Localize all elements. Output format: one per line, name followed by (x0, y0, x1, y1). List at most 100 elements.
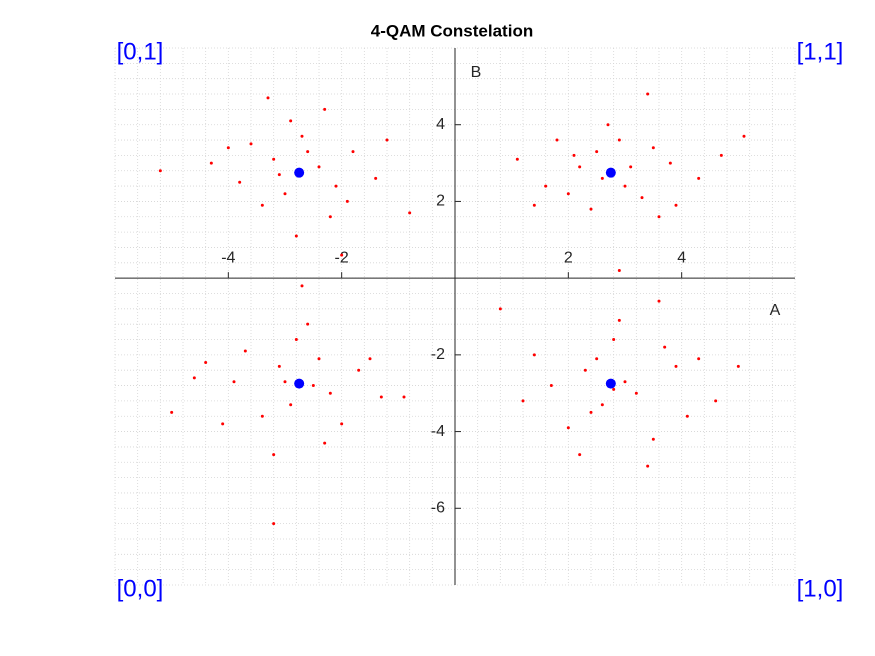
point (544, 184, 548, 188)
annotation: [1,0] (797, 575, 844, 602)
point (368, 357, 372, 361)
point (334, 184, 338, 188)
y-tick-label: -6 (431, 500, 445, 517)
point (204, 361, 208, 365)
point (374, 176, 378, 180)
point (646, 464, 650, 468)
point (515, 157, 519, 161)
point (328, 215, 332, 219)
point (623, 184, 627, 188)
point (260, 414, 264, 418)
point (651, 146, 655, 150)
point (232, 380, 236, 384)
point (719, 153, 723, 157)
point (402, 395, 406, 399)
point (521, 399, 525, 403)
point (158, 169, 162, 173)
point (272, 522, 276, 526)
point (260, 203, 264, 207)
point (555, 138, 559, 142)
point (306, 150, 310, 154)
point (634, 391, 638, 395)
point (623, 380, 627, 384)
point (311, 384, 315, 388)
point (646, 92, 650, 96)
marks (158, 92, 746, 526)
y-tick-label: 2 (436, 193, 445, 210)
point (351, 150, 355, 154)
point (300, 134, 304, 138)
y-tick-label: -2 (431, 346, 445, 363)
point (605, 167, 616, 178)
point (317, 165, 321, 169)
point (357, 368, 361, 372)
point (595, 357, 599, 361)
point (617, 268, 621, 272)
y-tick-label: 4 (436, 116, 445, 133)
point (617, 138, 621, 142)
point (589, 410, 593, 414)
point (532, 203, 536, 207)
point (289, 403, 293, 407)
point (578, 453, 582, 457)
point (272, 453, 276, 457)
y-axis-label: B (471, 64, 482, 81)
point (657, 299, 661, 303)
point (266, 96, 270, 100)
point (243, 349, 247, 353)
point (742, 134, 746, 138)
point (340, 253, 344, 257)
point (277, 173, 281, 177)
point (340, 422, 344, 426)
x-tick-label: -2 (335, 249, 349, 266)
axes: -4 -2 2 4 -6 -4 -2 2 4 (115, 48, 795, 585)
point (668, 161, 672, 165)
point (640, 196, 644, 200)
point (605, 378, 616, 389)
point (600, 403, 604, 407)
chart-title: 4-QAM Constelation (371, 21, 533, 40)
point (170, 410, 174, 414)
point (226, 146, 230, 150)
point (283, 380, 287, 384)
annotation: [0,0] (117, 575, 164, 602)
point (612, 387, 616, 391)
point (532, 353, 536, 357)
point (617, 318, 621, 322)
point (612, 338, 616, 342)
point (697, 357, 701, 361)
point (272, 157, 276, 161)
point (192, 376, 196, 380)
point (600, 176, 604, 180)
point (306, 322, 310, 326)
x-tick-label: 4 (677, 249, 686, 266)
point (317, 357, 321, 361)
point (345, 199, 349, 203)
point (697, 176, 701, 180)
point (294, 338, 298, 342)
point (300, 284, 304, 288)
point (674, 203, 678, 207)
point (379, 395, 383, 399)
point (651, 437, 655, 441)
x-tick-label: 2 (564, 249, 573, 266)
point (289, 119, 293, 123)
point (323, 441, 327, 445)
point (283, 192, 287, 196)
x-tick-label: -4 (221, 249, 235, 266)
annotation: [0,1] (117, 38, 164, 65)
point (323, 107, 327, 111)
point (714, 399, 718, 403)
point (549, 384, 553, 388)
point (294, 378, 305, 389)
point (238, 180, 242, 184)
point (657, 215, 661, 219)
point (566, 426, 570, 430)
point (408, 211, 412, 215)
x-axis-label: A (770, 302, 781, 319)
point (606, 123, 610, 127)
y-tick-label: -4 (431, 423, 445, 440)
point (589, 207, 593, 211)
